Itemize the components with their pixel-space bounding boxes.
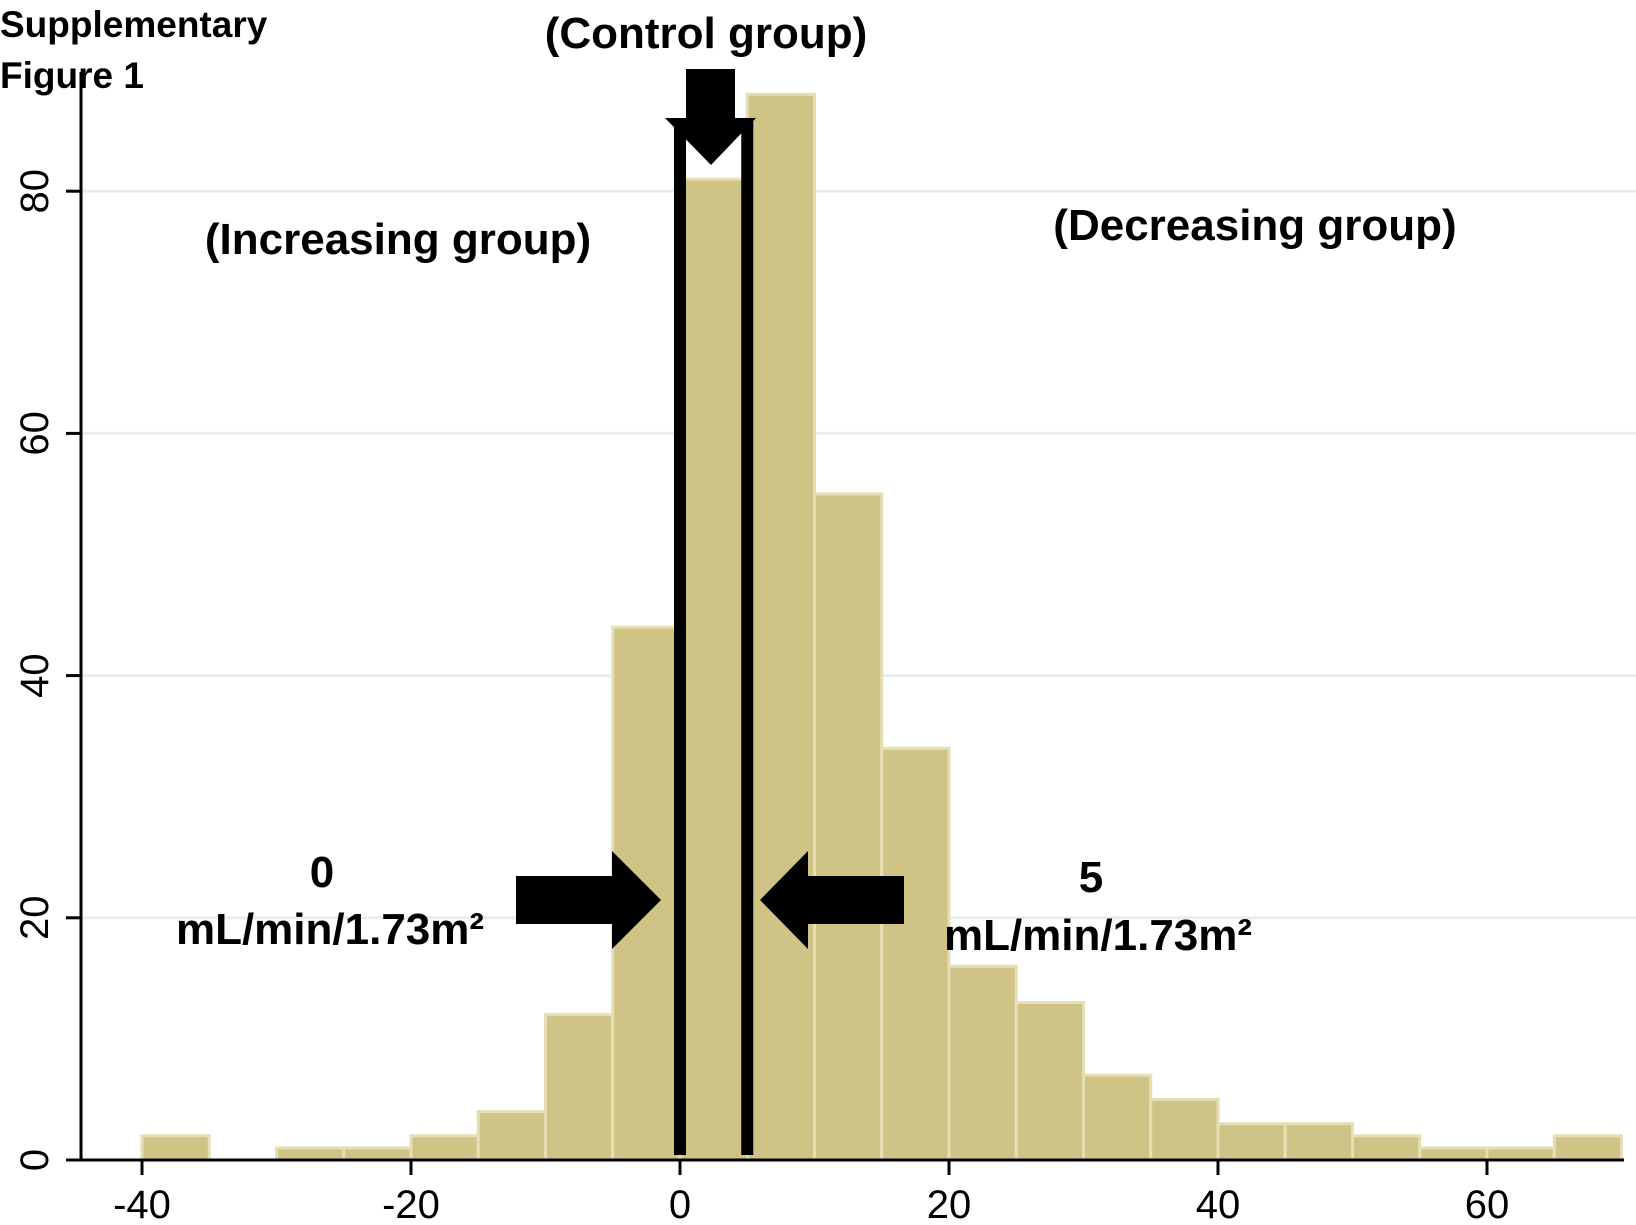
x-tick-label: -20 (382, 1183, 440, 1225)
right-cutoff-arrow (760, 851, 904, 949)
histogram-bar (476, 1110, 547, 1162)
figure-label-line2: Figure 1 (0, 55, 144, 96)
histogram-bar (1283, 1122, 1354, 1162)
y-tick-label: 0 (13, 1149, 57, 1171)
histogram-bar (1014, 1001, 1085, 1162)
y-tick-label: 60 (13, 411, 57, 456)
x-tick-label: 20 (927, 1183, 972, 1225)
histogram-bar (678, 177, 749, 1162)
decreasing-group-label: (Decreasing group) (1053, 201, 1456, 250)
histogram-bar (1149, 1097, 1220, 1162)
histogram-bar (1552, 1134, 1623, 1162)
histogram-bar (813, 492, 884, 1162)
histogram-bar (1216, 1122, 1287, 1162)
histogram-bar (1082, 1073, 1153, 1162)
increasing-group-label: (Increasing group) (205, 215, 591, 264)
histogram-bar (1485, 1146, 1556, 1162)
control-down-arrow (665, 69, 756, 165)
x-tick-label: -40 (113, 1183, 171, 1225)
histogram-bar (275, 1146, 346, 1162)
x-tick-label: 0 (669, 1183, 691, 1225)
x-tick-label: 60 (1465, 1183, 1510, 1225)
histogram-bar (140, 1134, 211, 1162)
y-tick-label: 40 (13, 653, 57, 698)
figure-label-line1: Supplementary (0, 4, 268, 45)
y-tick-label: 20 (13, 896, 57, 941)
histogram-bar (1418, 1146, 1489, 1162)
y-ticks: 0 20 40 60 80 (13, 169, 81, 1171)
histogram-bar (409, 1134, 480, 1162)
histogram-bar (947, 964, 1018, 1162)
cutoff-lines (674, 118, 754, 1155)
left-cutoff-value: 0 (310, 848, 334, 897)
y-tick-label: 80 (13, 169, 57, 214)
left-cutoff-arrow (516, 851, 661, 949)
left-cutoff-unit: mL/min/1.73m² (176, 905, 484, 954)
histogram-bar (745, 92, 816, 1162)
histogram-bar (544, 1013, 615, 1162)
x-tick-label: 40 (1196, 1183, 1241, 1225)
right-cutoff-value: 5 (1079, 853, 1103, 902)
histogram-bar (1351, 1134, 1422, 1162)
histogram-bar (880, 746, 951, 1162)
axes (79, 72, 1624, 1162)
right-cutoff-unit: mL/min/1.73m² (944, 911, 1252, 960)
histogram-bar (342, 1146, 413, 1162)
x-ticks: -40 -20 0 20 40 60 (113, 1160, 1509, 1225)
control-group-label: (Control group) (545, 9, 868, 58)
